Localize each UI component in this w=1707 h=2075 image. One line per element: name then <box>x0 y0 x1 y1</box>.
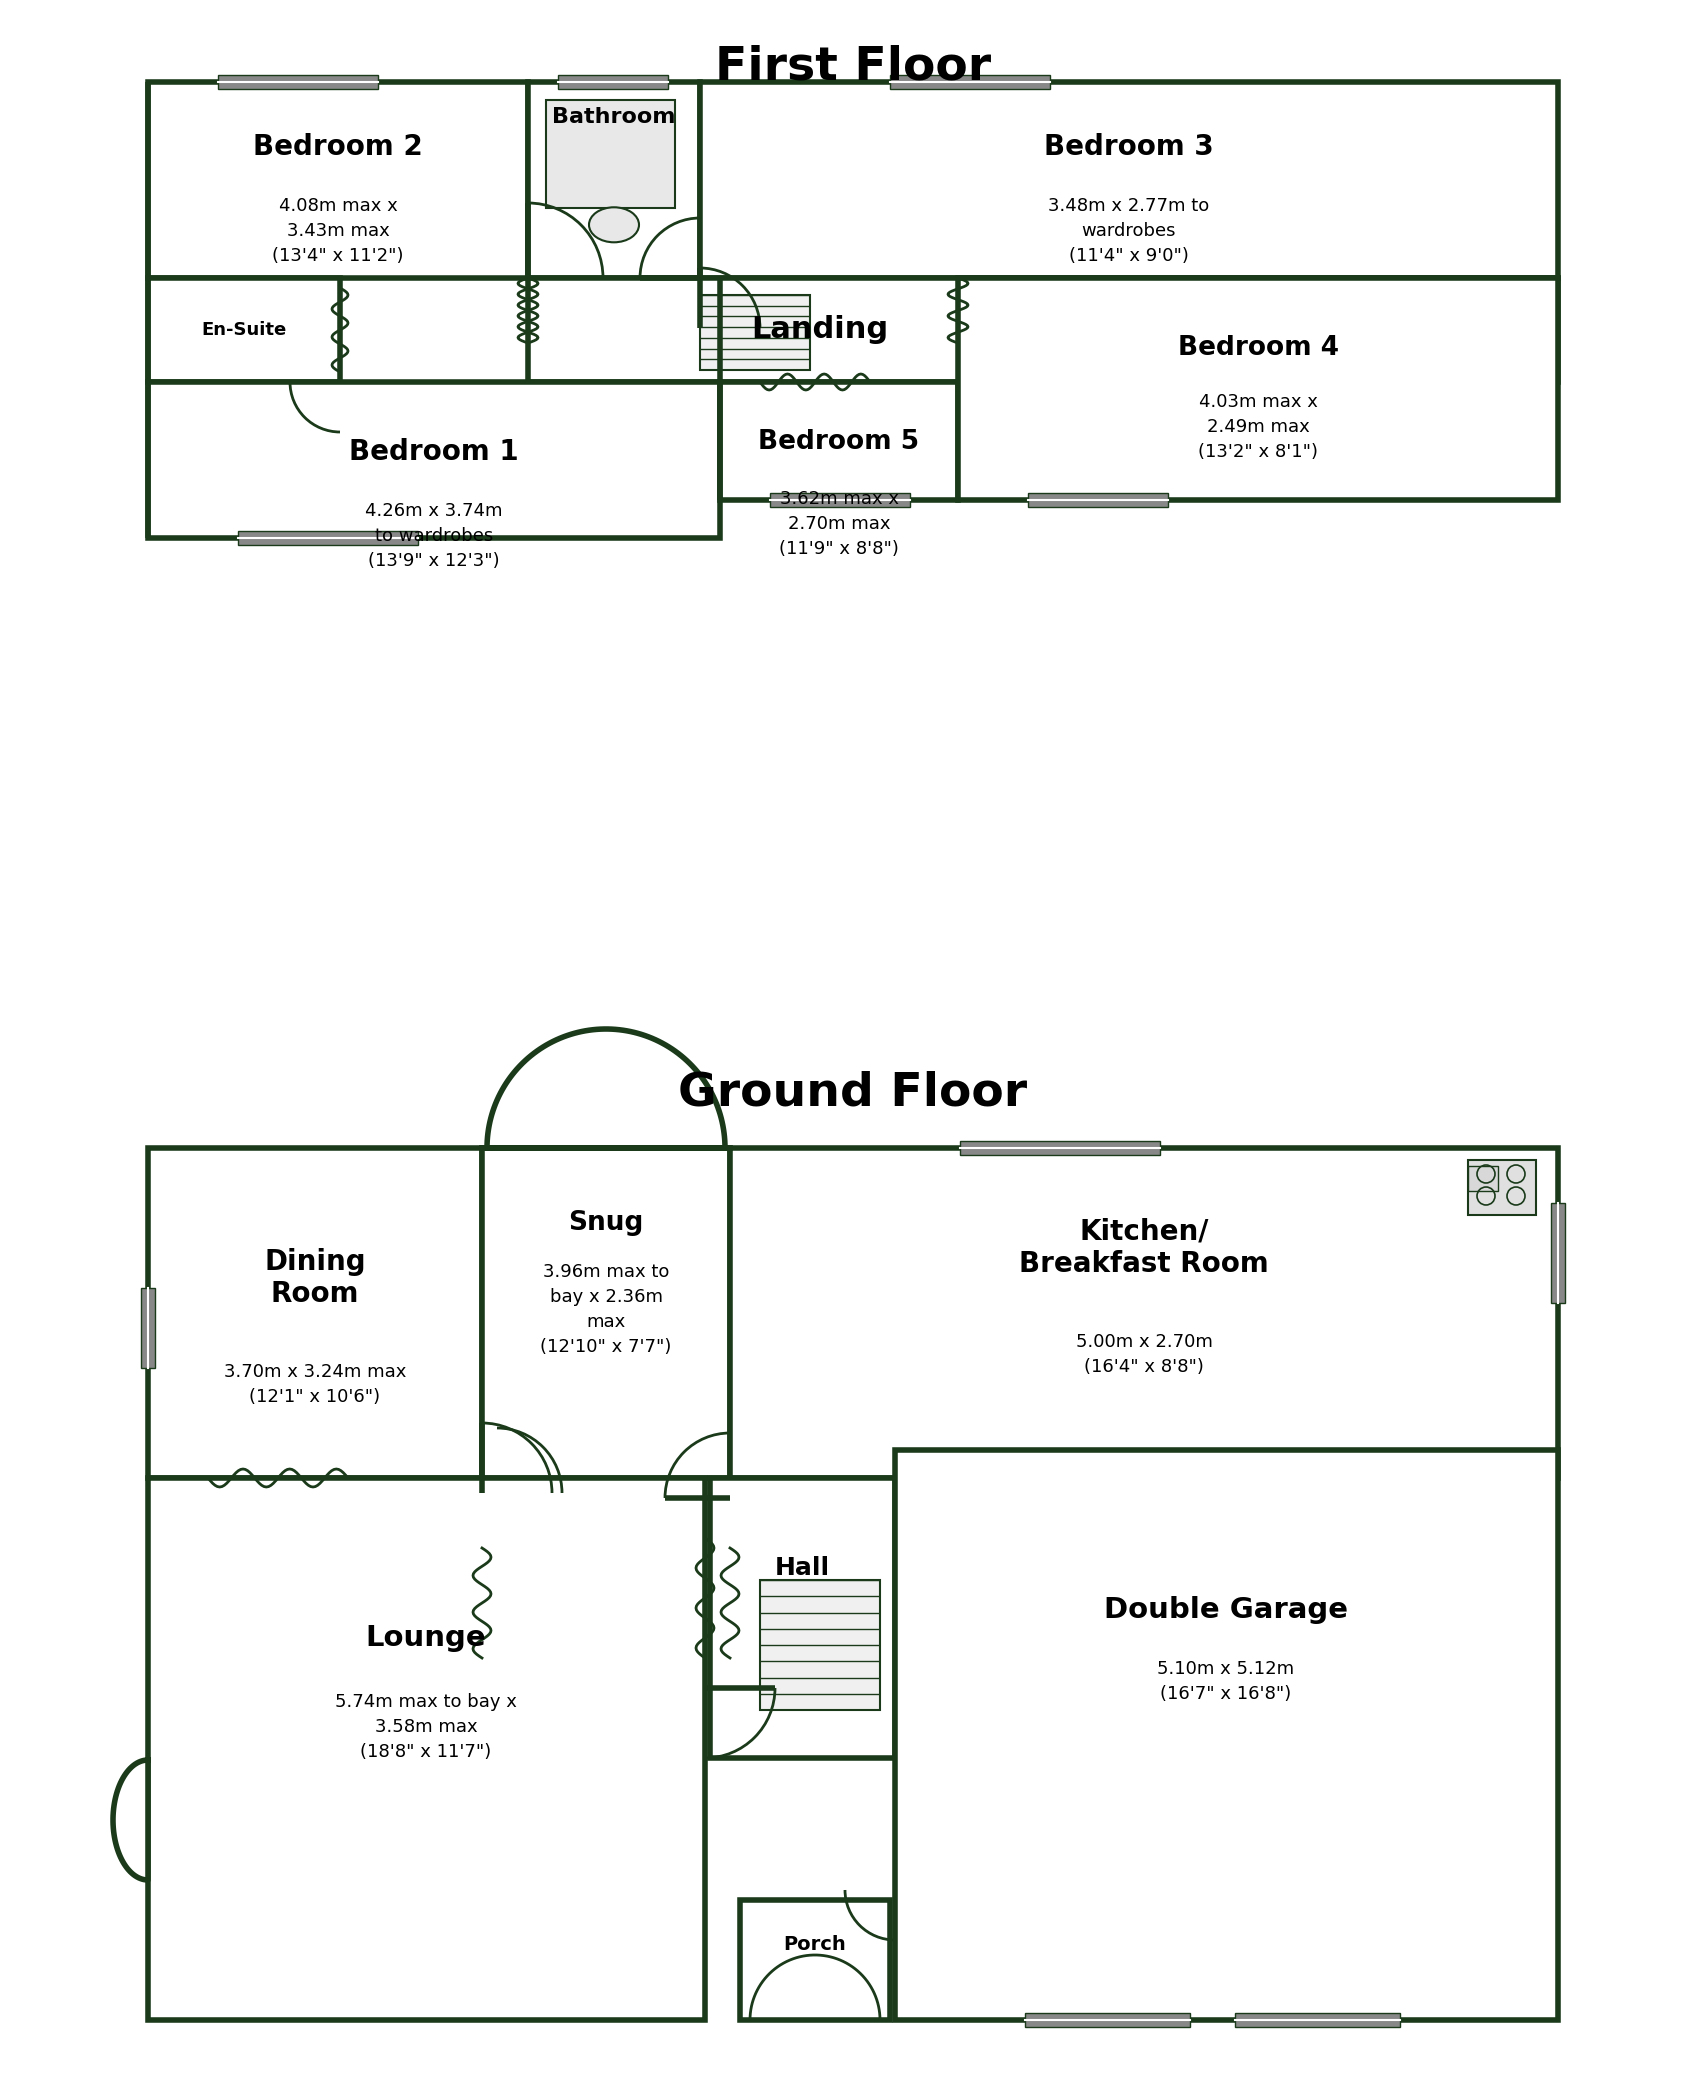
Bar <box>546 100 674 208</box>
Bar <box>710 1477 894 1758</box>
Text: 3.62m max x
2.70m max
(11'9" x 8'8"): 3.62m max x 2.70m max (11'9" x 8'8") <box>778 490 900 558</box>
Text: Snug: Snug <box>568 1210 644 1237</box>
Bar <box>527 278 1558 382</box>
Text: Porch: Porch <box>784 1936 847 1955</box>
Text: Bedroom 4: Bedroom 4 <box>1178 334 1338 361</box>
Text: Bedroom 5: Bedroom 5 <box>758 430 920 454</box>
Text: 4.03m max x
2.49m max
(13'2" x 8'1"): 4.03m max x 2.49m max (13'2" x 8'1") <box>1198 392 1318 461</box>
Text: Kitchen/
Breakfast Room: Kitchen/ Breakfast Room <box>1019 1218 1268 1278</box>
Bar <box>770 494 910 506</box>
Bar <box>149 382 720 537</box>
Text: 5.00m x 2.70m
(16'4" x 8'8"): 5.00m x 2.70m (16'4" x 8'8") <box>1075 1332 1212 1376</box>
Bar <box>237 531 418 546</box>
Bar <box>1028 494 1168 506</box>
Bar <box>731 1147 1558 1477</box>
Ellipse shape <box>589 208 638 243</box>
Bar <box>149 1147 481 1477</box>
Bar <box>741 1901 889 2019</box>
Bar <box>700 295 811 369</box>
Text: Lounge: Lounge <box>365 1625 486 1652</box>
Text: 4.08m max x
3.43m max
(13'4" x 11'2"): 4.08m max x 3.43m max (13'4" x 11'2") <box>271 197 405 266</box>
Text: 4.26m x 3.74m
to wardrobes
(13'9" x 12'3"): 4.26m x 3.74m to wardrobes (13'9" x 12'3… <box>365 502 504 571</box>
Bar <box>1468 1166 1499 1191</box>
Bar <box>149 278 340 382</box>
Polygon shape <box>481 1029 731 1147</box>
Text: 5.10m x 5.12m
(16'7" x 16'8"): 5.10m x 5.12m (16'7" x 16'8") <box>1157 1660 1294 1704</box>
Text: Double Garage: Double Garage <box>1104 1596 1349 1625</box>
Text: En-Suite: En-Suite <box>201 322 287 338</box>
Text: Hall: Hall <box>775 1556 830 1579</box>
Bar <box>149 83 527 278</box>
Bar <box>720 382 958 500</box>
Bar <box>889 75 1050 89</box>
Text: 5.74m max to bay x
3.58m max
(18'8" x 11'7"): 5.74m max to bay x 3.58m max (18'8" x 11… <box>335 1693 517 1762</box>
Bar <box>959 1141 1161 1156</box>
Polygon shape <box>113 1760 149 1880</box>
Bar <box>142 1289 155 1367</box>
Bar <box>1024 2013 1190 2027</box>
Bar <box>894 1450 1558 2019</box>
Bar <box>958 278 1558 500</box>
Bar <box>1234 2013 1400 2027</box>
Bar <box>1468 1160 1536 1216</box>
Text: Dining
Room: Dining Room <box>265 1247 365 1307</box>
Bar <box>481 1147 731 1477</box>
Text: First Floor: First Floor <box>715 46 992 89</box>
Text: 3.48m x 2.77m to
wardrobes
(11'4" x 9'0"): 3.48m x 2.77m to wardrobes (11'4" x 9'0"… <box>1048 197 1210 266</box>
Bar <box>218 75 377 89</box>
Bar <box>760 1579 881 1710</box>
Bar <box>149 1477 705 2019</box>
Text: Bedroom 1: Bedroom 1 <box>350 438 519 467</box>
Bar <box>700 83 1558 278</box>
Text: Bedroom 2: Bedroom 2 <box>253 133 423 162</box>
Text: Bedroom 3: Bedroom 3 <box>1045 133 1214 162</box>
Bar <box>527 83 700 278</box>
Text: Ground Floor: Ground Floor <box>678 1071 1028 1114</box>
Text: 3.96m max to
bay x 2.36m
max
(12'10" x 7'7"): 3.96m max to bay x 2.36m max (12'10" x 7… <box>541 1264 671 1355</box>
Text: Bathroom: Bathroom <box>553 108 676 127</box>
Text: Landing: Landing <box>751 315 889 344</box>
Bar <box>1552 1204 1565 1303</box>
Text: 3.70m x 3.24m max
(12'1" x 10'6"): 3.70m x 3.24m max (12'1" x 10'6") <box>224 1363 406 1407</box>
Bar <box>558 75 667 89</box>
